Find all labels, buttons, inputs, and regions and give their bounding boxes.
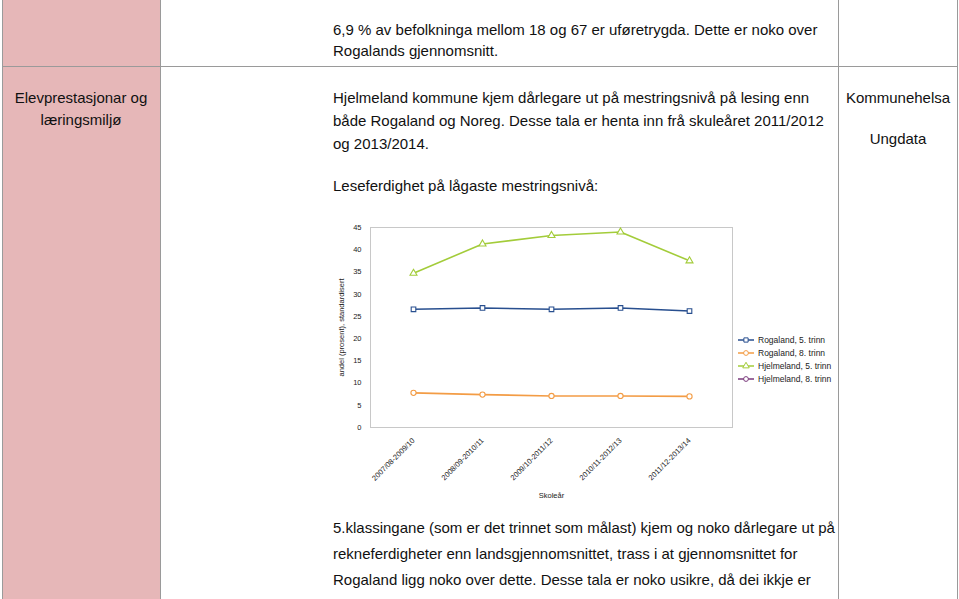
svg-text:2010/11-2012/13: 2010/11-2012/13 xyxy=(578,436,624,482)
html-text:Rogaland, 5. trinn: Rogaland, 5. trinn xyxy=(758,334,826,345)
svg-text:10: 10 xyxy=(353,378,361,387)
svg-text:andel (prosent), standardisert: andel (prosent), standardisert xyxy=(337,278,346,377)
svg-text:2007/08-2009/10: 2007/08-2009/10 xyxy=(370,436,416,482)
svg-text:0: 0 xyxy=(357,423,361,432)
html-text:Ungdata: Ungdata xyxy=(869,130,927,147)
html-text:og 2013/2014.: og 2013/2014. xyxy=(333,135,429,152)
svg-text:2008/09-2010/11: 2008/09-2010/11 xyxy=(440,436,486,482)
svg-text:30: 30 xyxy=(353,290,361,299)
html-text:Rogalands gjennomsnitt.: Rogalands gjennomsnitt. xyxy=(333,42,499,59)
svg-text:2009/10-2011/12: 2009/10-2011/12 xyxy=(509,436,555,482)
svg-text:15: 15 xyxy=(353,356,361,365)
html-text:Rogaland, 8. trinn: Rogaland, 8. trinn xyxy=(758,347,826,358)
svg-text:40: 40 xyxy=(353,245,361,254)
svg-text:5: 5 xyxy=(357,401,361,410)
html-text:Rogaland ligg noko over dette.: Rogaland ligg noko over dette. Desse tal… xyxy=(333,571,811,588)
html-text:5.klassingane (som er det trin: 5.klassingane (som er det trinnet som må… xyxy=(333,519,835,536)
html-text:Kommunehelsa: Kommunehelsa xyxy=(845,89,951,106)
html-text:Leseferdighet på lågaste mestr: Leseferdighet på lågaste mestringsnivå: xyxy=(333,177,599,194)
html-text:både Rogaland og Noreg. Desse: både Rogaland og Noreg. Desse tala er he… xyxy=(333,112,824,129)
svg-text:Skoleår: Skoleår xyxy=(539,491,565,500)
svg-text:20: 20 xyxy=(353,334,361,343)
svg-text:45: 45 xyxy=(353,223,361,232)
html-text:Elevprestasjonar og: Elevprestasjonar og xyxy=(14,89,148,106)
svg-text:35: 35 xyxy=(353,267,361,276)
html-text:Hjelmeland, 8. trinn: Hjelmeland, 8. trinn xyxy=(758,373,832,384)
html-text:Hjelmeland, 5. trinn: Hjelmeland, 5. trinn xyxy=(758,360,832,371)
html-text:Hjelmeland kommune kjem dårleg: Hjelmeland kommune kjem dårlegare ut på … xyxy=(333,89,810,106)
html-text:6,9 % av befolkninga mellom 18: 6,9 % av befolkninga mellom 18 og 67 er … xyxy=(333,21,818,38)
svg-text:25: 25 xyxy=(353,312,361,321)
html-text:læringsmiljø: læringsmiljø xyxy=(40,111,122,128)
html-text:rekneferdigheter enn landsgjen: rekneferdigheter enn landsgjennomsnittet… xyxy=(333,545,798,562)
svg-text:2011/12-2013/14: 2011/12-2013/14 xyxy=(647,436,693,482)
